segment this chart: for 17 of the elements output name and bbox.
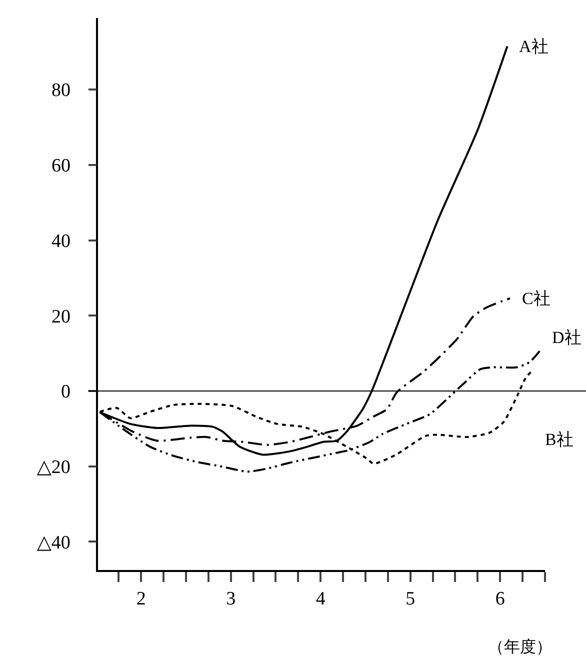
series-label: A社 [519,37,548,56]
series-label: C社 [522,289,550,308]
series-label: D社 [552,328,582,347]
y-tick-label: 20 [51,306,70,328]
y-tick-label: △20 [36,457,70,478]
x-tick-label: 6 [495,588,505,610]
x-tick-label: 3 [226,588,236,610]
y-tick-label: △40 [36,532,70,554]
x-tick-label: 4 [316,588,326,610]
y-tick-label: 60 [51,156,70,177]
x-axis-title: （年度） [488,638,552,656]
y-tick-label: 80 [51,80,70,102]
y-tick-label: 40 [51,230,70,252]
y-tick-label: 0 [60,382,70,403]
x-tick-label: 2 [136,588,146,610]
x-tick-label: 5 [406,588,416,610]
text: B社 [545,430,574,449]
